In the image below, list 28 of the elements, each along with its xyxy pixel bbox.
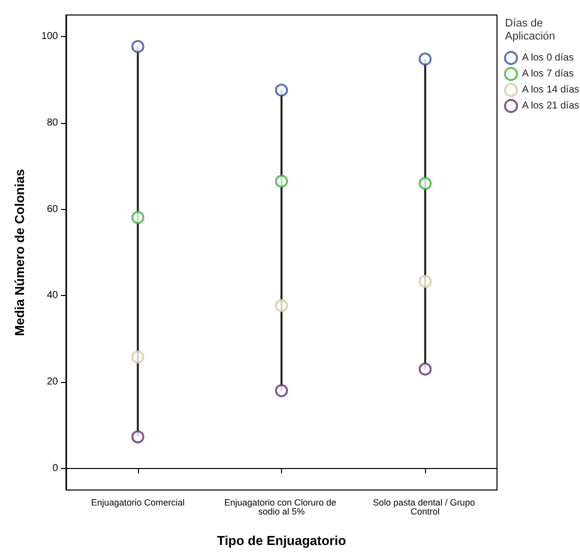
point [418, 176, 432, 190]
point [418, 362, 432, 376]
y-tick-label: 80 [46, 117, 58, 128]
point [131, 430, 144, 444]
point [275, 299, 288, 312]
point [131, 350, 144, 364]
y-tick-label: 60 [46, 204, 58, 215]
point [418, 52, 432, 66]
y-tick-label: 0 [52, 462, 58, 474]
point [418, 274, 432, 288]
x-axis-title: Tipo de Enjuagatorio [216, 533, 346, 548]
point [275, 174, 288, 188]
x-tick-label: Enjuagatorio Comercial [91, 498, 185, 508]
legend-label: A los 21 días [522, 100, 580, 112]
point [275, 384, 288, 398]
y-tick-label: 40 [46, 290, 58, 302]
y-tick-label: 100 [41, 31, 58, 42]
legend-title: Días de Aplicación [505, 18, 556, 42]
x-tick-label: Solo pasta dental / Grupo Control [372, 498, 478, 516]
legend-label: A los 7 días [522, 68, 574, 80]
point [275, 84, 288, 97]
y-tick-label: 20 [46, 376, 58, 388]
point [131, 40, 144, 54]
y-axis-title: Media Número de Colonias [12, 169, 27, 336]
legend-label: A los 14 días [522, 84, 580, 96]
point [131, 211, 144, 224]
legend-label: A los 0 días [522, 52, 574, 64]
x-tick-label: Enjuagatorio con Cloruro de sodio al 5% [224, 498, 339, 516]
